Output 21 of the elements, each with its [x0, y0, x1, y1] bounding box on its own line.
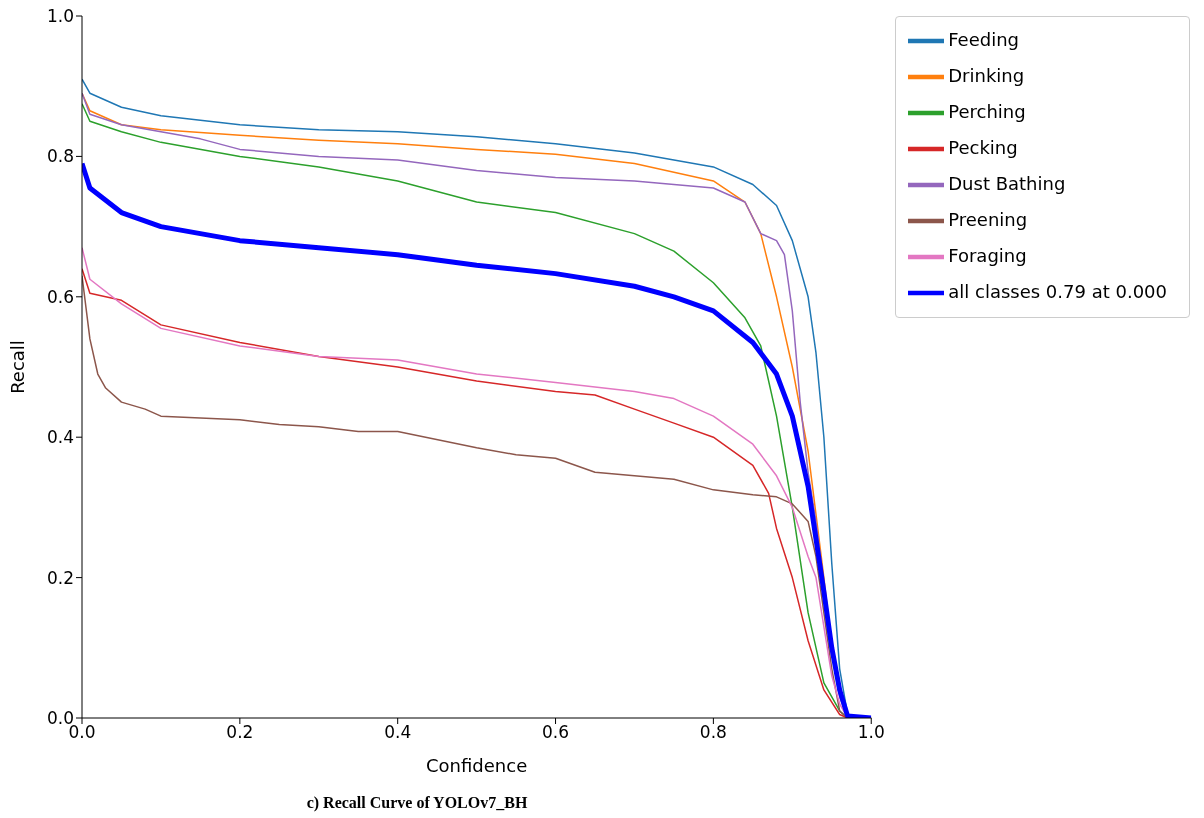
y-tick-label: 0.6: [46, 286, 74, 307]
legend-label: Feeding: [948, 29, 1020, 50]
y-tick-label: 1.0: [46, 6, 74, 27]
y-tick-label: 0.2: [46, 567, 74, 588]
y-axis-title: Recall: [7, 340, 29, 394]
x-tick-label: 0.4: [384, 722, 412, 743]
y-tick-label: 0.8: [46, 146, 74, 167]
x-tick-label: 0.8: [699, 722, 727, 743]
legend-label: Drinking: [948, 65, 1025, 86]
x-tick-label: 0.2: [226, 722, 254, 743]
legend-label: Foraging: [948, 245, 1027, 266]
legend-label: Pecking: [948, 137, 1018, 158]
x-tick-label: 0.6: [542, 722, 570, 743]
y-tick-label: 0.4: [46, 427, 74, 448]
text: c) Recall Curve of YOLOv7_BH: [305, 794, 529, 812]
x-axis-title: Confidence: [426, 755, 528, 776]
legend-label: all classes 0.79 at 0.000: [948, 281, 1167, 302]
legend-label: Dust Bathing: [948, 173, 1066, 194]
legend-label: Perching: [948, 101, 1026, 122]
x-tick-label: 1.0: [857, 722, 885, 743]
legend-label: Preening: [948, 209, 1028, 230]
